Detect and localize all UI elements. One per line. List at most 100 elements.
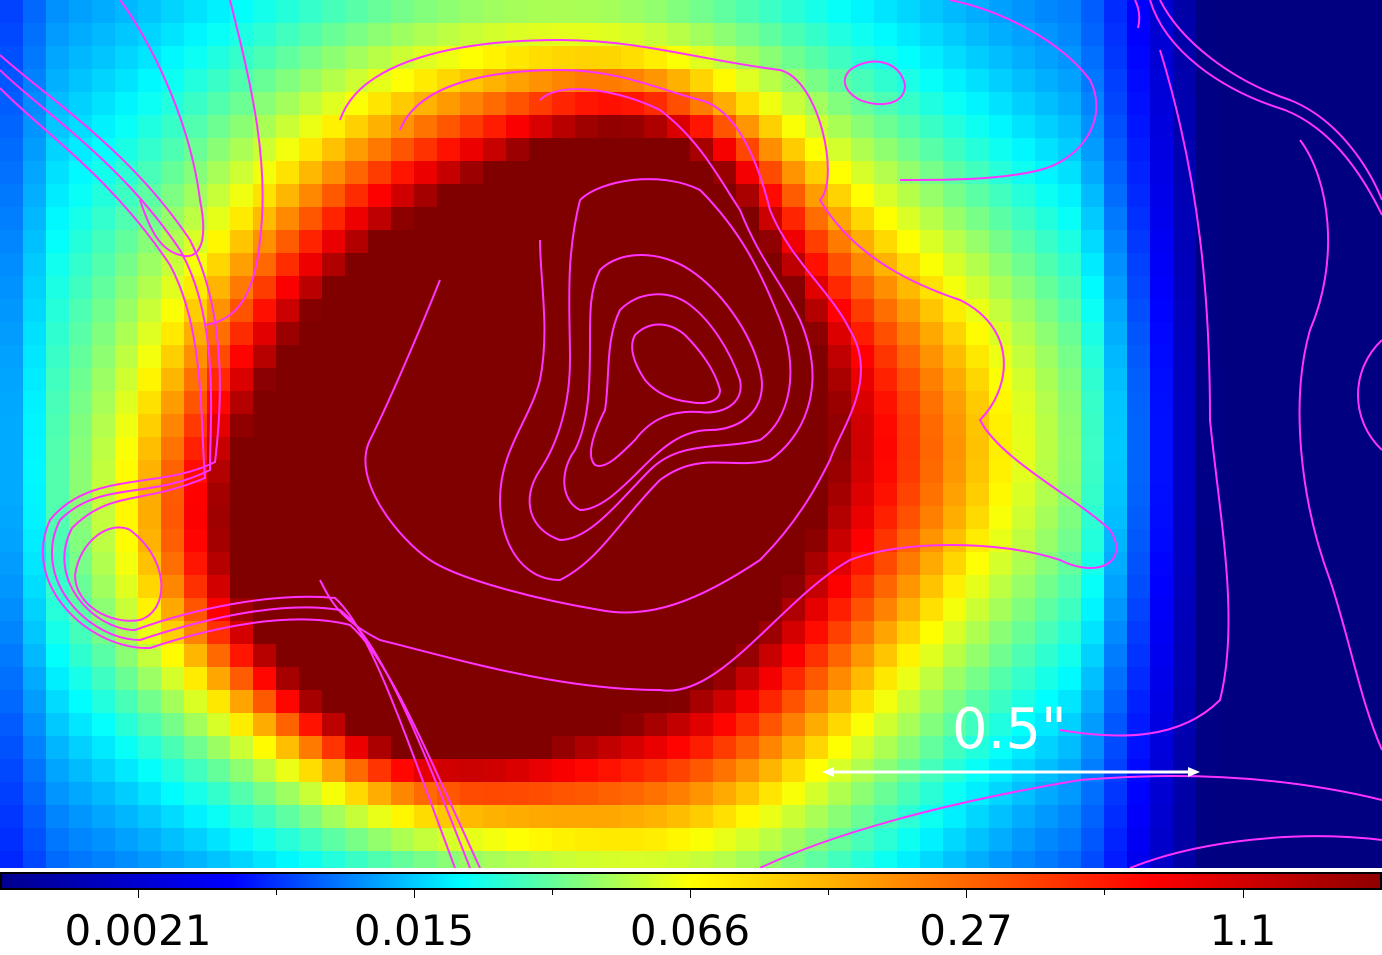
- map-pixel: [1127, 299, 1150, 322]
- map-pixel: [1311, 69, 1334, 92]
- map-pixel: [1127, 460, 1150, 483]
- map-pixel: [483, 552, 506, 575]
- map-pixel: [1219, 276, 1242, 299]
- map-pixel: [1196, 598, 1219, 621]
- map-pixel: [230, 437, 253, 460]
- map-pixel: [115, 552, 138, 575]
- map-pixel: [184, 483, 207, 506]
- map-pixel: [253, 345, 276, 368]
- map-pixel: [874, 575, 897, 598]
- map-pixel: [552, 667, 575, 690]
- map-pixel: [1012, 69, 1035, 92]
- map-pixel: [805, 690, 828, 713]
- contour-level-8: [631, 323, 722, 405]
- map-pixel: [1196, 414, 1219, 437]
- map-pixel: [276, 345, 299, 368]
- map-pixel: [322, 690, 345, 713]
- map-pixel: [621, 391, 644, 414]
- map-pixel: [598, 529, 621, 552]
- map-pixel: [1104, 851, 1127, 868]
- map-pixel: [1127, 575, 1150, 598]
- map-pixel: [414, 414, 437, 437]
- map-pixel: [989, 138, 1012, 161]
- map-pixel: [920, 437, 943, 460]
- map-pixel: [414, 207, 437, 230]
- map-pixel: [1380, 621, 1382, 644]
- map-pixel: [943, 437, 966, 460]
- map-pixel: [299, 184, 322, 207]
- map-pixel: [759, 759, 782, 782]
- map-pixel: [874, 414, 897, 437]
- map-pixel: [253, 575, 276, 598]
- map-pixel: [138, 368, 161, 391]
- map-pixel: [644, 184, 667, 207]
- map-pixel: [184, 46, 207, 69]
- map-pixel: [483, 115, 506, 138]
- map-pixel: [874, 23, 897, 46]
- map-pixel: [1012, 345, 1035, 368]
- map-pixel: [253, 667, 276, 690]
- map-pixel: [460, 115, 483, 138]
- map-pixel: [1058, 805, 1081, 828]
- map-pixel: [138, 414, 161, 437]
- map-pixel: [828, 391, 851, 414]
- map-pixel: [299, 736, 322, 759]
- map-pixel: [1104, 92, 1127, 115]
- map-pixel: [253, 713, 276, 736]
- map-pixel: [161, 115, 184, 138]
- map-pixel: [437, 207, 460, 230]
- map-pixel: [1219, 759, 1242, 782]
- map-pixel: [138, 115, 161, 138]
- map-pixel: [1334, 713, 1357, 736]
- map-pixel: [759, 391, 782, 414]
- map-pixel: [897, 690, 920, 713]
- map-pixel: [391, 437, 414, 460]
- map-pixel: [414, 184, 437, 207]
- map-pixel: [506, 690, 529, 713]
- map-pixel: [138, 460, 161, 483]
- map-pixel: [460, 368, 483, 391]
- map-pixel: [0, 322, 23, 345]
- map-pixel: [414, 391, 437, 414]
- map-pixel: [644, 552, 667, 575]
- map-pixel: [1196, 207, 1219, 230]
- map-pixel: [713, 575, 736, 598]
- map-pixel: [1242, 552, 1265, 575]
- map-pixel: [1035, 598, 1058, 621]
- map-pixel: [874, 782, 897, 805]
- map-pixel: [1334, 552, 1357, 575]
- map-pixel: [943, 690, 966, 713]
- map-pixel: [391, 552, 414, 575]
- map-pixel: [483, 345, 506, 368]
- map-pixel: [920, 828, 943, 851]
- map-pixel: [1012, 598, 1035, 621]
- map-pixel: [138, 391, 161, 414]
- map-pixel: [690, 506, 713, 529]
- map-pixel: [529, 276, 552, 299]
- map-pixel: [1357, 529, 1380, 552]
- map-pixel: [598, 115, 621, 138]
- map-pixel: [138, 138, 161, 161]
- map-pixel: [207, 598, 230, 621]
- map-pixel: [759, 23, 782, 46]
- map-pixel: [897, 621, 920, 644]
- map-pixel: [1219, 115, 1242, 138]
- map-pixel: [207, 713, 230, 736]
- map-pixel: [1334, 506, 1357, 529]
- map-pixel: [1127, 184, 1150, 207]
- map-pixel: [644, 759, 667, 782]
- map-pixel: [1265, 207, 1288, 230]
- map-pixel: [621, 23, 644, 46]
- map-pixel: [1196, 851, 1219, 868]
- map-pixel: [1311, 322, 1334, 345]
- map-pixel: [46, 805, 69, 828]
- map-pixel: [299, 414, 322, 437]
- map-pixel: [460, 621, 483, 644]
- map-pixel: [161, 759, 184, 782]
- map-pixel: [483, 759, 506, 782]
- map-pixel: [966, 368, 989, 391]
- map-pixel: [1311, 253, 1334, 276]
- map-pixel: [437, 621, 460, 644]
- contour-loop-left: [73, 526, 163, 622]
- map-pixel: [23, 506, 46, 529]
